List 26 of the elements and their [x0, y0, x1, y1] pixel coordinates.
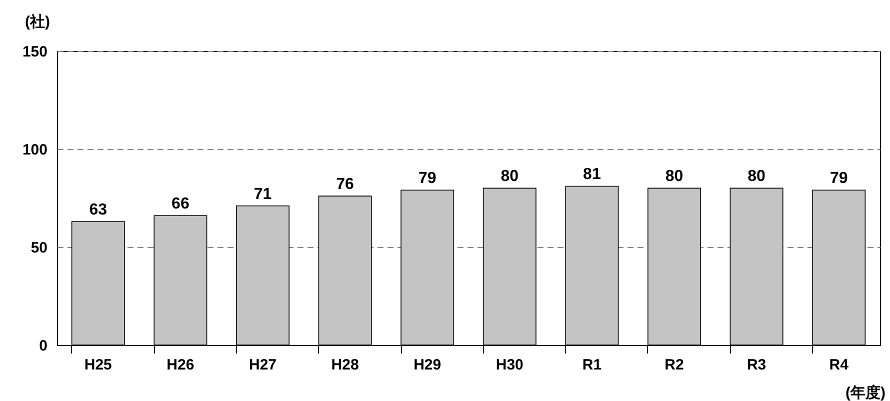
x-axis-title: (年度) — [846, 384, 886, 401]
x-tick-label: H25 — [84, 356, 112, 374]
data-label: 79 — [418, 170, 436, 188]
x-tick-label: R2 — [664, 356, 684, 374]
data-label: 63 — [89, 202, 108, 219]
data-label: 81 — [583, 166, 601, 184]
data-label: 79 — [830, 170, 848, 188]
x-tick-label: H28 — [331, 356, 359, 374]
x-tick-label: H30 — [496, 356, 524, 374]
x-tick-label: R3 — [746, 356, 766, 374]
data-label: 80 — [748, 168, 766, 186]
y-tick-label: 0 — [39, 338, 48, 354]
y-tick-label: 100 — [22, 142, 48, 158]
data-label: 66 — [172, 196, 190, 213]
x-tick-label: H26 — [166, 356, 194, 374]
x-tick-label: R4 — [829, 356, 850, 374]
data-label: 80 — [500, 168, 519, 186]
x-tick-label: R1 — [582, 356, 602, 374]
y-tick-label: 50 — [30, 240, 48, 256]
x-tick-label: H29 — [414, 356, 442, 374]
data-label: 80 — [665, 168, 684, 186]
data-label: 76 — [336, 176, 354, 194]
y-tick-label: 150 — [22, 44, 48, 60]
y-axis-title: (社) — [25, 14, 50, 30]
x-tick-label: H27 — [248, 356, 277, 374]
data-label: 71 — [254, 186, 272, 203]
